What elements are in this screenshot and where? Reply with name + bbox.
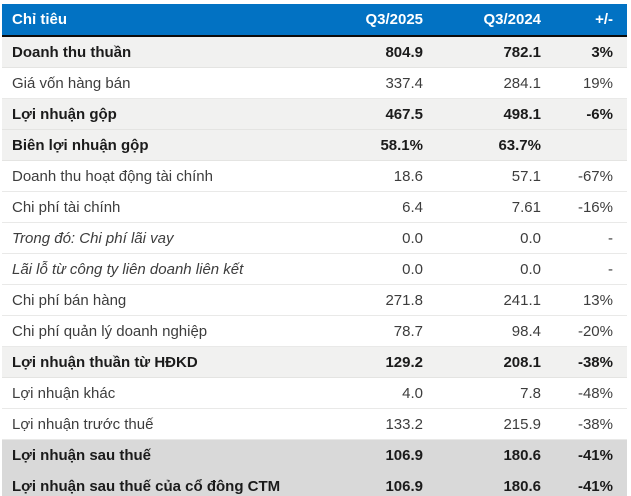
row-label: Doanh thu thuần bbox=[12, 43, 132, 61]
table-row: Chi phí quản lý doanh nghiệp 78.7 98.4 -… bbox=[2, 316, 627, 347]
value-q3-2025: 18.6 bbox=[393, 167, 423, 185]
table-row: Lợi nhuận sau thuế 106.9 180.6 -41% bbox=[2, 440, 627, 471]
row-label: Lợi nhuận gộp bbox=[12, 105, 117, 123]
table-row: Doanh thu hoạt động tài chính 18.6 57.1 … bbox=[2, 161, 627, 192]
table-row: Lợi nhuận khác 4.0 7.8 -48% bbox=[2, 378, 627, 409]
table-row: Trong đó: Chi phí lãi vay 0.0 0.0 - bbox=[2, 223, 627, 254]
change-percent: -16% bbox=[577, 198, 613, 216]
table-row: Chi phí bán hàng 271.8 241.1 13% bbox=[2, 285, 627, 316]
value-q3-2024: 0.0 bbox=[520, 229, 541, 247]
change-percent: -41% bbox=[577, 477, 613, 495]
change-percent: -67% bbox=[577, 167, 613, 185]
value-q3-2024: 7.8 bbox=[520, 384, 541, 402]
value-q3-2024: 7.61 bbox=[511, 198, 541, 216]
table-row: Lợi nhuận sau thuế của cổ đông CTM 106.9… bbox=[2, 471, 627, 496]
change-percent: -6% bbox=[586, 105, 613, 123]
table-row: Doanh thu thuần 804.9 782.1 3% bbox=[2, 37, 627, 68]
table-row: Chi phí tài chính 6.4 7.61 -16% bbox=[2, 192, 627, 223]
value-q3-2024: 98.4 bbox=[511, 322, 541, 340]
table-row: Lợi nhuận trước thuế 133.2 215.9 -38% bbox=[2, 409, 627, 440]
table-row: Giá vốn hàng bán 337.4 284.1 19% bbox=[2, 68, 627, 99]
change-percent: -20% bbox=[577, 322, 613, 340]
value-q3-2025: 271.8 bbox=[385, 291, 423, 309]
row-label: Lợi nhuận thuần từ HĐKD bbox=[12, 353, 198, 371]
table-row: Lãi lỗ từ công ty liên doanh liên kết 0.… bbox=[2, 254, 627, 285]
column-header-criteria: Chỉ tiêu bbox=[12, 11, 67, 28]
value-q3-2024: 241.1 bbox=[503, 291, 541, 309]
value-q3-2025: 133.2 bbox=[385, 415, 423, 433]
value-q3-2024: 180.6 bbox=[503, 477, 541, 495]
value-q3-2024: 57.1 bbox=[511, 167, 541, 185]
value-q3-2025: 58.1% bbox=[380, 136, 423, 154]
value-q3-2024: 782.1 bbox=[503, 43, 541, 61]
change-percent: -38% bbox=[577, 415, 613, 433]
row-label: Biên lợi nhuận gộp bbox=[12, 136, 149, 154]
table-row: Biên lợi nhuận gộp 58.1% 63.7% bbox=[2, 130, 627, 161]
table-header-row: Chỉ tiêu Q3/2025 Q3/2024 +/- bbox=[2, 4, 627, 37]
value-q3-2025: 804.9 bbox=[385, 43, 423, 61]
value-q3-2024: 215.9 bbox=[503, 415, 541, 433]
value-q3-2024: 180.6 bbox=[503, 446, 541, 464]
value-q3-2025: 78.7 bbox=[393, 322, 423, 340]
value-q3-2024: 63.7% bbox=[498, 136, 541, 154]
value-q3-2025: 6.4 bbox=[402, 198, 423, 216]
column-header-q3-2024: Q3/2024 bbox=[483, 11, 541, 28]
change-percent: -48% bbox=[577, 384, 613, 402]
table-row: Lợi nhuận thuần từ HĐKD 129.2 208.1 -38% bbox=[2, 347, 627, 378]
row-label: Giá vốn hàng bán bbox=[12, 74, 131, 92]
value-q3-2025: 0.0 bbox=[402, 260, 423, 278]
table-body: Doanh thu thuần 804.9 782.1 3% Giá vốn h… bbox=[2, 37, 627, 496]
value-q3-2024: 498.1 bbox=[503, 105, 541, 123]
change-percent: - bbox=[608, 260, 613, 278]
row-label: Lợi nhuận trước thuế bbox=[12, 415, 154, 433]
value-q3-2025: 0.0 bbox=[402, 229, 423, 247]
value-q3-2025: 106.9 bbox=[385, 446, 423, 464]
value-q3-2024: 208.1 bbox=[503, 353, 541, 371]
row-label: Lãi lỗ từ công ty liên doanh liên kết bbox=[12, 260, 244, 278]
column-header-q3-2025: Q3/2025 bbox=[365, 11, 423, 28]
row-label: Lợi nhuận khác bbox=[12, 384, 116, 402]
row-label: Chi phí bán hàng bbox=[12, 291, 127, 309]
row-label: Chi phí quản lý doanh nghiệp bbox=[12, 322, 208, 340]
row-label: Chi phí tài chính bbox=[12, 198, 121, 216]
row-label: Lợi nhuận sau thuế bbox=[12, 446, 151, 464]
change-percent: 13% bbox=[582, 291, 613, 309]
value-q3-2024: 0.0 bbox=[520, 260, 541, 278]
column-header-change: +/- bbox=[595, 11, 613, 28]
value-q3-2025: 4.0 bbox=[402, 384, 423, 402]
change-percent: 19% bbox=[582, 74, 613, 92]
value-q3-2025: 467.5 bbox=[385, 105, 423, 123]
row-label: Lợi nhuận sau thuế của cổ đông CTM bbox=[12, 477, 281, 495]
row-label: Doanh thu hoạt động tài chính bbox=[12, 167, 213, 185]
quarterly-results-table: Chỉ tiêu Q3/2025 Q3/2024 +/- Doanh thu t… bbox=[2, 4, 627, 496]
value-q3-2025: 337.4 bbox=[385, 74, 423, 92]
row-label: Trong đó: Chi phí lãi vay bbox=[12, 229, 174, 247]
value-q3-2024: 284.1 bbox=[503, 74, 541, 92]
table-row: Lợi nhuận gộp 467.5 498.1 -6% bbox=[2, 99, 627, 130]
change-percent: -41% bbox=[577, 446, 613, 464]
change-percent: 3% bbox=[591, 43, 613, 61]
value-q3-2025: 129.2 bbox=[385, 353, 423, 371]
change-percent: -38% bbox=[577, 353, 613, 371]
change-percent: - bbox=[608, 229, 613, 247]
value-q3-2025: 106.9 bbox=[385, 477, 423, 495]
